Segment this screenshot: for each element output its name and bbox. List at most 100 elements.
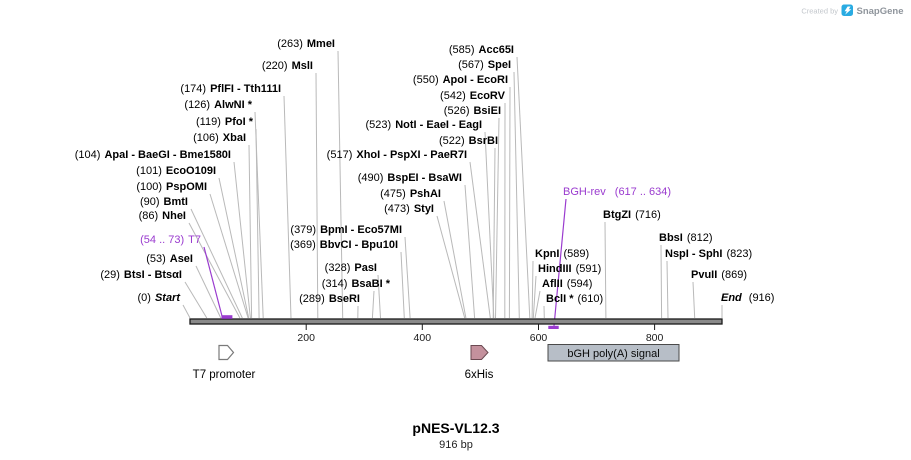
bgh-polya-box[interactable] <box>547 344 680 362</box>
created-by-text: Created by <box>801 7 838 16</box>
t7-promoter-connector-line <box>203 246 223 317</box>
connector-line <box>436 215 466 319</box>
ruler-tick-label-600: 600 <box>530 332 548 344</box>
connector-line <box>377 274 381 319</box>
site-label[interactable]: (289) BseRI <box>299 293 360 305</box>
site-label[interactable]: (473) StyI <box>384 203 434 215</box>
bgh-polya-label: bGH poly(A) signal <box>567 348 659 360</box>
connector-line <box>209 193 249 319</box>
connector-line <box>184 281 208 319</box>
connector-line <box>495 117 500 319</box>
connector-line <box>660 244 663 319</box>
site-label[interactable]: (490) BspEI - BsaWI <box>358 172 462 184</box>
ruler-tick-label-200: 200 <box>297 332 315 344</box>
connector-line <box>195 265 222 319</box>
site-label[interactable]: (550) ApoI - EcoRI <box>413 74 508 86</box>
start-pos: (0) <box>137 292 150 304</box>
t7-promoter-ruler-mark <box>221 315 233 319</box>
6xhis-arrow[interactable] <box>470 345 489 360</box>
bgh-rev-range: (617 .. 634) <box>615 186 671 198</box>
t7-name: T7 <box>188 234 201 246</box>
restriction-site-labels: (263) MmeI (220) MslI (174) PflFI - Tth111I… <box>75 38 752 305</box>
site-label[interactable]: (126) AlwNI * <box>184 99 252 111</box>
site-label[interactable]: (90) BmtI <box>140 196 188 208</box>
connector-line <box>233 161 251 319</box>
site-label[interactable]: (53) AseI <box>146 253 193 265</box>
site-label[interactable]: NspI - SphI (823) <box>665 248 752 260</box>
connector-line <box>283 95 292 319</box>
site-label[interactable]: (29) BtsI - BtsαI <box>100 269 182 281</box>
snapgene-logo-bolt-icon <box>844 6 852 15</box>
snapgene-watermark: Created by SnapGene <box>801 4 904 17</box>
connector-line <box>443 200 467 319</box>
t7-range: (54 .. 73) <box>140 234 184 246</box>
connector-line <box>516 56 531 319</box>
6xhis-label: 6xHis <box>465 369 494 381</box>
site-label[interactable]: (101) EcoO109I <box>136 165 216 177</box>
connector-line <box>315 72 319 319</box>
connector-line <box>400 251 405 319</box>
site-label[interactable]: (542) EcoRV <box>440 90 506 102</box>
site-label[interactable]: (522) BsrBI <box>439 135 498 147</box>
site-label[interactable]: (106) XbaI <box>193 132 246 144</box>
site-label[interactable]: (379) BpmI - Eco57MI <box>290 224 402 236</box>
site-label[interactable]: (475) PshAI <box>380 188 441 200</box>
connector-line <box>248 144 253 319</box>
site-label[interactable]: (220) MslI <box>262 60 313 72</box>
t7-promoter-arrow[interactable] <box>218 344 235 361</box>
site-label[interactable]: AflII (594) <box>542 278 592 290</box>
site-label[interactable]: (517) XhoI - PspXI - PaeR7I <box>327 149 467 161</box>
connector-line <box>692 281 696 319</box>
ruler-bar <box>189 318 723 325</box>
connector-line <box>337 50 344 319</box>
site-label[interactable]: (585) Acc65I <box>449 44 514 56</box>
site-label[interactable]: (314) BsaBI * <box>322 278 391 290</box>
connector-line <box>371 290 375 319</box>
ruler-tick-label-800: 800 <box>646 332 664 344</box>
site-label[interactable]: (369) BbvCI - Bpu10I <box>290 239 398 251</box>
connector-line <box>531 260 534 319</box>
connector-line <box>492 147 496 319</box>
site-label[interactable]: (104) ApaI - BaeGI - Bme1580I <box>75 149 231 161</box>
connector-line <box>404 236 411 319</box>
bgh-rev-primer-ruler-mark <box>548 325 559 329</box>
site-label[interactable]: BbsI (812) <box>659 232 713 244</box>
bgh-rev-name: BGH-rev <box>563 186 606 198</box>
site-label[interactable]: (567) SpeI <box>458 59 511 71</box>
site-label[interactable]: (263) MmeI <box>277 38 335 50</box>
plasmid-length: 916 bp <box>439 439 473 451</box>
start-label: (0) Start <box>137 292 181 304</box>
site-label[interactable]: (100) PspOMI <box>136 181 207 193</box>
t7-promoter-range-label[interactable]: (54 .. 73) T7 <box>140 234 201 246</box>
site-label[interactable]: (526) BsiEI <box>444 105 501 117</box>
site-label[interactable]: (174) PflFI - Tth111I <box>180 83 281 95</box>
site-label[interactable]: BtgZI (716) <box>603 209 661 221</box>
site-label[interactable]: (328) PasI <box>325 262 377 274</box>
connector-lines <box>182 50 723 327</box>
plasmid-title: pNES-VL12.3 <box>412 420 499 436</box>
connector-line <box>218 177 250 319</box>
bgh-rev-primer-label[interactable]: BGH-rev (617 .. 634) <box>563 186 671 198</box>
t7-promoter-label: T7 promoter <box>193 369 256 381</box>
connector-line <box>188 222 241 319</box>
site-label[interactable]: (523) NotI - EaeI - EagI <box>366 119 482 131</box>
connector-line <box>190 208 243 319</box>
feature-track: T7 promoter 6xHis bGH poly(A) signal <box>193 344 680 381</box>
connector-line <box>464 184 476 319</box>
connector-line <box>255 128 260 319</box>
site-label[interactable]: BclI * (610) <box>546 293 603 305</box>
site-label[interactable]: (119) PfoI * <box>196 116 254 128</box>
connector-line <box>469 161 491 319</box>
site-label[interactable]: KpnI (589) <box>535 248 589 260</box>
snapgene-brand-text: SnapGene <box>857 6 904 17</box>
start-text: Start <box>155 292 181 304</box>
site-label[interactable]: PvuII (869) <box>691 269 747 281</box>
bgh-rev-primer-connector-line <box>553 198 567 327</box>
site-label[interactable]: (86) NheI <box>139 210 186 222</box>
end-pos: (916) <box>749 292 775 304</box>
connector-line <box>604 221 607 319</box>
site-label[interactable]: HindIII (591) <box>538 263 601 275</box>
end-text: End <box>721 292 742 304</box>
